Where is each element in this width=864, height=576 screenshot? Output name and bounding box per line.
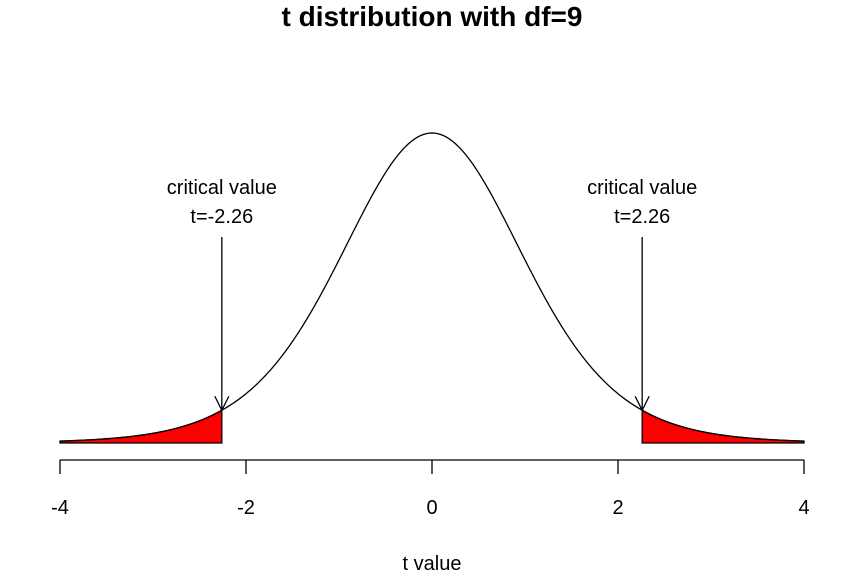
critical-value-annotations: critical value t=-2.26 critical value t=2.2… bbox=[167, 177, 697, 412]
left-arrow-head bbox=[214, 395, 230, 412]
x-axis-label: t value bbox=[403, 553, 462, 575]
x-tick-label: -2 bbox=[237, 497, 255, 519]
right-annotation-line1: critical value bbox=[587, 177, 697, 199]
left-tail-region bbox=[59, 409, 223, 444]
shaded-tails bbox=[59, 409, 805, 444]
density-curve bbox=[59, 132, 805, 442]
x-tick-label: 0 bbox=[426, 497, 437, 519]
right-arrow-head bbox=[634, 395, 650, 412]
x-tick-label: -4 bbox=[51, 497, 69, 519]
right-annotation-line2: t=2.26 bbox=[614, 206, 670, 228]
x-axis: -4 -2 0 2 4 bbox=[51, 459, 810, 519]
chart-title: t distribution with df=9 bbox=[282, 1, 583, 32]
left-annotation-line2: t=-2.26 bbox=[190, 206, 253, 228]
left-annotation-line1: critical value bbox=[167, 177, 277, 199]
right-tail-region bbox=[641, 409, 805, 444]
x-tick-label: 4 bbox=[798, 497, 809, 519]
x-tick-label: 2 bbox=[612, 497, 623, 519]
